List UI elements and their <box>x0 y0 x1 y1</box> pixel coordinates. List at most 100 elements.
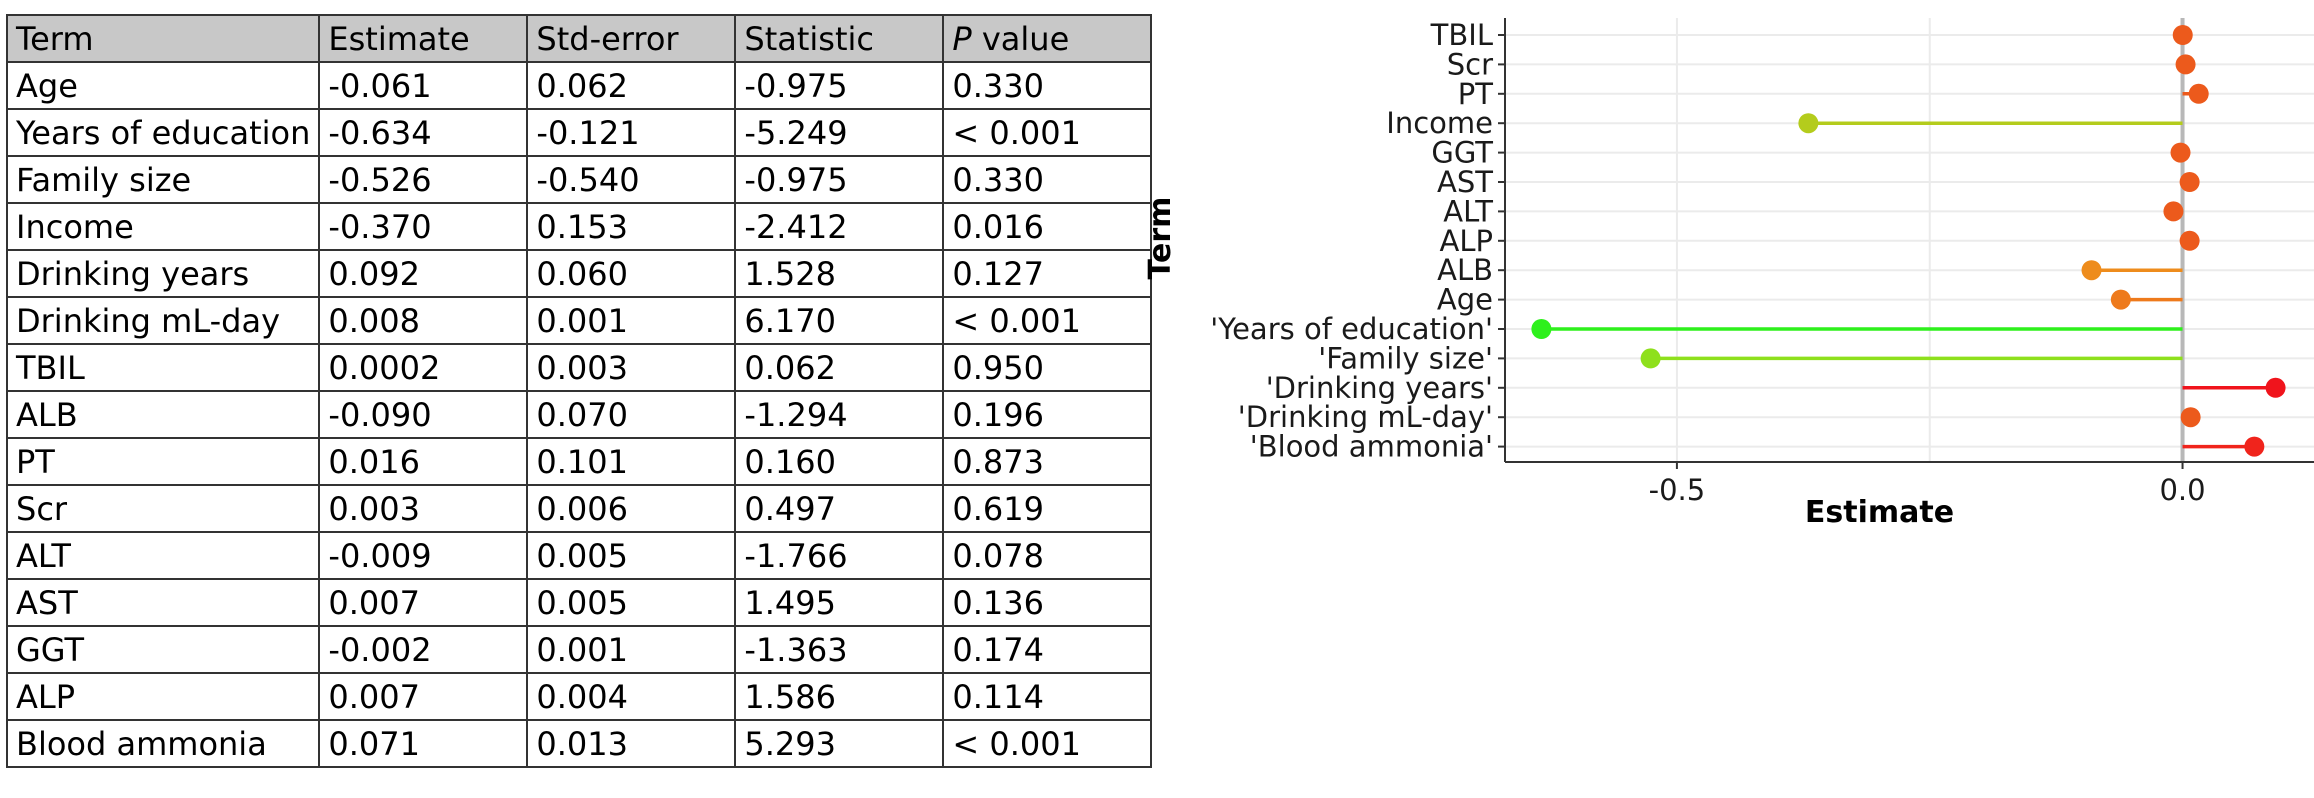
table-row: AST 0.007 0.005 1.495 0.136 <box>5 578 1153 627</box>
cell-p-value: 0.330 <box>942 155 1153 204</box>
cell-statistic: 0.160 <box>734 437 945 486</box>
y-tick-labels: TBILScrPTIncomeGGTASTALTALPALBAge'Years … <box>1210 18 1505 464</box>
cell-statistic: 1.528 <box>734 249 945 298</box>
cell-p-value: 0.016 <box>942 202 1153 251</box>
table-row: Income -0.370 0.153 -2.412 0.016 <box>5 202 1153 251</box>
cell-term: Scr <box>5 484 321 533</box>
cell-term: ALP <box>5 672 321 721</box>
cell-term: AST <box>5 578 321 627</box>
cell-term: ALB <box>5 390 321 439</box>
cell-p-value: < 0.001 <box>942 296 1153 345</box>
cell-std-error: 0.060 <box>526 249 737 298</box>
cell-p-value: < 0.001 <box>942 719 1153 768</box>
cell-term: Age <box>5 61 321 110</box>
cell-term: Family size <box>5 155 321 204</box>
results-table: Term Estimate Std-error Statistic P valu… <box>5 14 1153 768</box>
y-tick-label: PT <box>1458 77 1493 111</box>
cell-statistic: 1.495 <box>734 578 945 627</box>
cell-statistic: -2.412 <box>734 202 945 251</box>
cell-estimate: -0.009 <box>318 531 529 580</box>
cell-statistic: 0.497 <box>734 484 945 533</box>
cell-std-error: -0.121 <box>526 108 737 157</box>
cell-p-value: 0.136 <box>942 578 1153 627</box>
header-statistic: Statistic <box>734 14 945 63</box>
cell-statistic: -0.975 <box>734 155 945 204</box>
p-symbol: P <box>952 19 972 58</box>
cell-term: Years of education <box>5 108 321 157</box>
data-point <box>2172 25 2193 45</box>
cell-term: Drinking years <box>5 249 321 298</box>
p-value-label: value <box>981 19 1070 58</box>
header-p-value: P value <box>942 14 1153 63</box>
table-row: ALP 0.007 0.004 1.586 0.114 <box>5 672 1153 721</box>
cell-estimate: 0.071 <box>318 719 529 768</box>
cell-p-value: 0.114 <box>942 672 1153 721</box>
chart-points <box>1531 25 2286 457</box>
y-tick-label: 'Drinking mL-day' <box>1238 400 1493 434</box>
table-row: Years of education -0.634 -0.121 -5.249 < 0.… <box>5 108 1153 157</box>
y-tick-label: Scr <box>1447 47 1493 81</box>
cell-estimate: 0.007 <box>318 672 529 721</box>
data-point <box>2265 377 2286 398</box>
y-tick-label: AST <box>1437 165 1493 199</box>
cell-std-error: 0.001 <box>526 625 737 674</box>
table-row: Drinking years 0.092 0.060 1.528 0.127 <box>5 249 1153 298</box>
data-point <box>1640 348 1661 369</box>
data-point <box>1531 319 1552 339</box>
data-point <box>2081 260 2102 281</box>
cell-std-error: 0.005 <box>526 531 737 580</box>
data-point <box>2175 54 2196 75</box>
y-tick-label: GGT <box>1431 136 1493 170</box>
cell-statistic: 0.062 <box>734 343 945 392</box>
cell-std-error: 0.153 <box>526 202 737 251</box>
cell-std-error: 0.003 <box>526 343 737 392</box>
cell-p-value: 0.330 <box>942 61 1153 110</box>
cell-std-error: 0.070 <box>526 390 737 439</box>
data-point <box>2179 230 2200 251</box>
cell-term: GGT <box>5 625 321 674</box>
y-tick-label: 'Years of education' <box>1210 312 1493 346</box>
cell-estimate: 0.008 <box>318 296 529 345</box>
header-term: Term <box>5 14 321 63</box>
cell-estimate: -0.526 <box>318 155 529 204</box>
cell-statistic: -1.363 <box>734 625 945 674</box>
y-tick-label: ALT <box>1443 194 1493 228</box>
table-row: Scr 0.003 0.006 0.497 0.619 <box>5 484 1153 533</box>
cell-term: Income <box>5 202 321 251</box>
header-estimate: Estimate <box>318 14 529 63</box>
y-tick-label: 'Family size' <box>1318 341 1493 375</box>
cell-p-value: 0.127 <box>942 249 1153 298</box>
cell-estimate: 0.007 <box>318 578 529 627</box>
cell-estimate: -0.634 <box>318 108 529 157</box>
y-tick-label: Age <box>1437 283 1493 317</box>
cell-std-error: -0.540 <box>526 155 737 204</box>
cell-statistic: 5.293 <box>734 719 945 768</box>
data-point <box>2179 172 2200 192</box>
y-tick-label: Income <box>1386 106 1493 140</box>
cell-term: ALT <box>5 531 321 580</box>
table-row: PT 0.016 0.101 0.160 0.873 <box>5 437 1153 486</box>
cell-std-error: 0.006 <box>526 484 737 533</box>
cell-term: Drinking mL-day <box>5 296 321 345</box>
data-point <box>2110 289 2131 310</box>
data-point <box>2170 142 2191 163</box>
data-point <box>2244 436 2265 457</box>
y-tick-label: 'Drinking years' <box>1266 371 1493 405</box>
table-row: Blood ammonia 0.071 0.013 5.293 < 0.001 <box>5 719 1153 768</box>
x-axis-title: Estimate <box>1805 495 1954 530</box>
table-body: Age -0.061 0.062 -0.975 0.330 Years of educat… <box>5 61 1153 768</box>
data-point <box>2163 201 2184 222</box>
cell-statistic: -0.975 <box>734 61 945 110</box>
cell-std-error: 0.005 <box>526 578 737 627</box>
table-row: ALT -0.009 0.005 -1.766 0.078 <box>5 531 1153 580</box>
cell-estimate: 0.0002 <box>318 343 529 392</box>
cell-term: Blood ammonia <box>5 719 321 768</box>
y-tick-label: ALB <box>1437 253 1493 287</box>
data-point <box>2188 83 2209 104</box>
cell-p-value: 0.174 <box>942 625 1153 674</box>
table-row: Family size -0.526 -0.540 -0.975 0.330 <box>5 155 1153 204</box>
header-std-error: Std-error <box>526 14 737 63</box>
y-tick-label: 'Blood ammonia' <box>1250 430 1493 464</box>
table-row: GGT -0.002 0.001 -1.363 0.174 <box>5 625 1153 674</box>
y-tick-label: ALP <box>1440 224 1493 258</box>
